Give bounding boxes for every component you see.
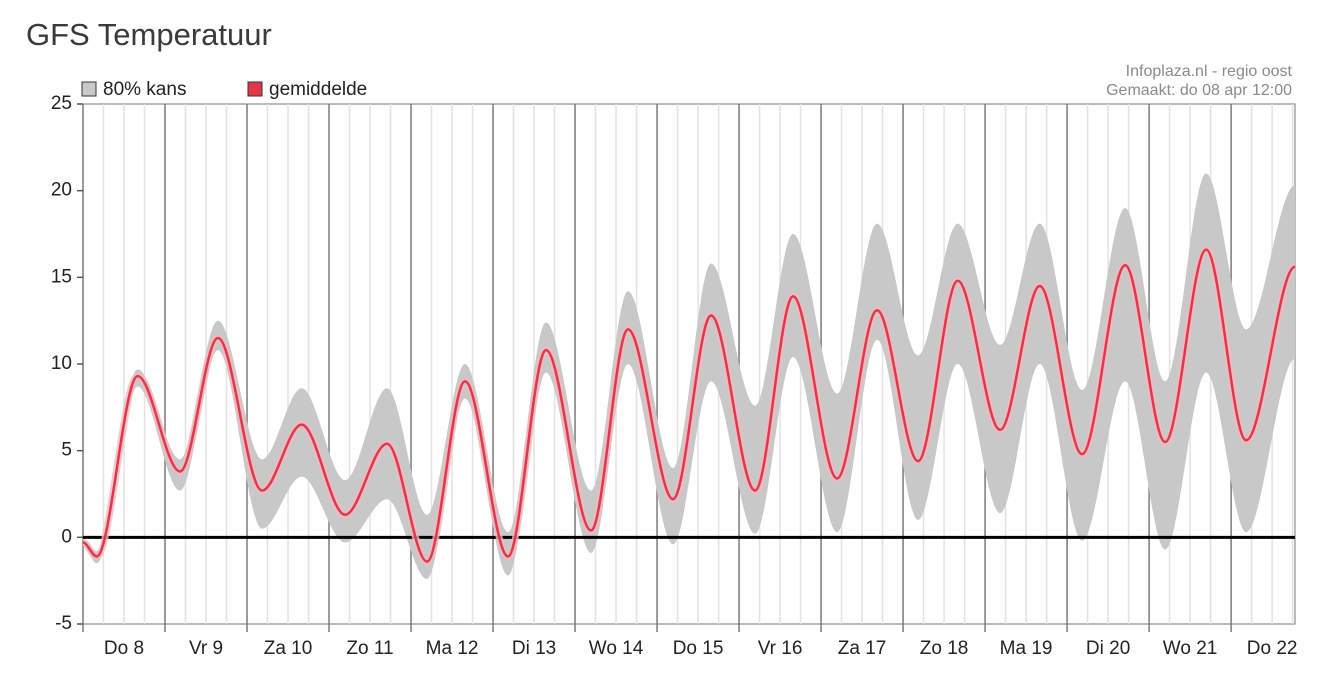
y-tick-label: 25 [51,93,72,114]
y-tick-label: 0 [61,526,72,547]
y-tick-label: 5 [61,440,72,461]
x-tick-label: Do 8 [104,638,144,659]
x-tick-label: Zo 11 [346,638,393,659]
x-tick-label: Za 17 [838,638,887,659]
y-tick-label: 20 [51,180,72,201]
x-tick-label: Ma 12 [426,638,479,659]
x-tick-label: Vr 16 [758,638,803,659]
x-tick-label: Wo 14 [589,638,644,659]
chart-title: GFS Temperatuur [26,17,272,52]
x-tick-label: Do 15 [673,638,724,659]
x-tick-label: Ma 19 [1000,638,1053,659]
x-tick-label: Za 10 [264,638,313,659]
plot-area [83,173,1296,579]
legend-swatch [81,81,97,97]
band-area [83,173,1295,579]
legend-label: 80% kans [103,79,186,100]
source: Infoplaza.nl - regio oost [1126,63,1293,80]
x-tick-label: Di 13 [512,638,556,659]
y-tick-label: -5 [55,613,72,634]
x-labels: Do 8 Vr 9 Za 10 Zo 11 Ma 12 Di 13 Wo 14 Do 15 Vr… [104,638,1298,659]
legend-swatch [247,81,263,97]
mean-line [83,248,1296,563]
x-tick-label: Vr 9 [189,638,223,659]
x-tick-label: Di 20 [1086,638,1130,659]
x-tick-label: Wo 21 [1163,638,1218,659]
x-tick-label: Zo 18 [920,638,969,659]
made-time: Gemaakt: do 08 apr 12:00 [1106,82,1292,99]
x-tick-label: Do 22 [1247,638,1298,659]
y-tick-label: 15 [51,266,72,287]
legend: 80% kans gemiddelde [81,79,367,100]
legend-label: gemiddelde [269,79,367,100]
y-tick-label: 10 [51,353,72,374]
